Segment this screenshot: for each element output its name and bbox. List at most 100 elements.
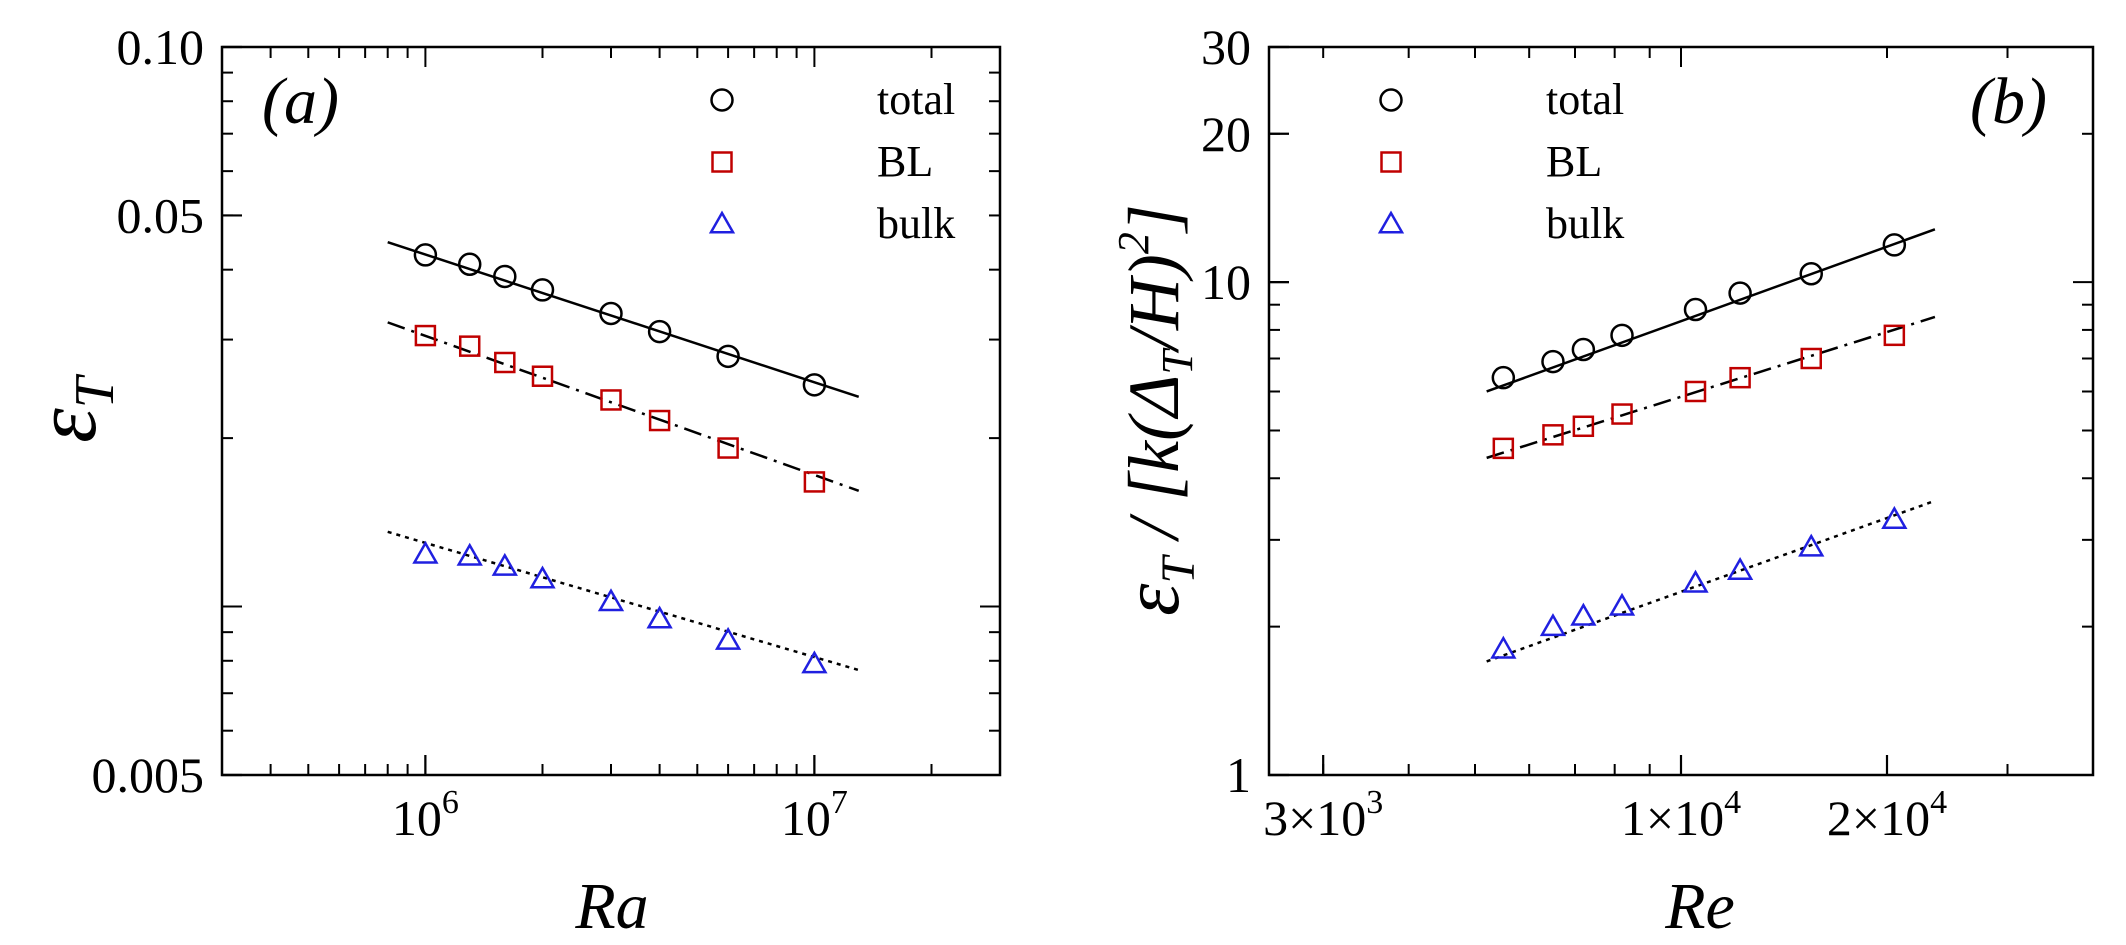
panel-b-y-label-tail: /H): [1114, 254, 1194, 354]
point-bulk: [1490, 635, 1517, 659]
point-bulk: [1608, 592, 1636, 616]
fit-line-total: [387, 240, 860, 399]
panel-b-y-label-main: ε: [1105, 583, 1196, 616]
panel-b-legend: total BL bulk: [1377, 75, 1624, 248]
point-bulk: [1539, 613, 1567, 637]
fit-line-total: [1486, 228, 1936, 393]
panel-b-legend-bl: BL: [1546, 137, 1602, 186]
panel-b-y-label-rest-sub: T: [1153, 347, 1202, 375]
point-bl: [1883, 324, 1906, 347]
panel-b-y-axis-label: εT / [k(ΔT/H)2]: [1105, 204, 1205, 616]
point-bl: [1800, 347, 1822, 370]
legend-marker-bulk: [1377, 210, 1405, 234]
point-total: [1799, 262, 1823, 286]
panel-a-y-axis-label: εT: [18, 373, 126, 443]
point-bulk: [1726, 556, 1754, 580]
point-bulk: [412, 540, 439, 564]
fit-line-bulk: [387, 530, 860, 672]
y-tick-label: 20: [1201, 106, 1251, 162]
panel-a-legend-bulk: bulk: [877, 199, 955, 248]
fit-line-bl: [387, 321, 860, 493]
x-tick-label: 3×103: [1263, 784, 1383, 846]
svg-text:εT / [k(ΔT/H)2]: εT / [k(ΔT/H)2]: [1105, 204, 1205, 616]
point-bulk: [456, 542, 483, 566]
x-tick-label: 107: [781, 784, 848, 846]
point-bl: [494, 351, 516, 374]
panel-b-legend-total: total: [1546, 75, 1624, 124]
panel-b-y-label-sup: 2: [1109, 232, 1158, 254]
point-bl: [1729, 366, 1751, 389]
panel-a-fit-lines: [387, 240, 860, 672]
point-bulk: [714, 626, 742, 650]
panel-b-y-label-sub: T: [1152, 554, 1205, 584]
point-bulk: [529, 565, 556, 589]
panel-a-x-axis-label: Ra: [574, 870, 648, 943]
point-total: [1683, 297, 1708, 322]
panel-a-minor-ticks: [221, 45, 1001, 777]
y-tick-label: 10: [1201, 254, 1251, 310]
point-bl: [1542, 424, 1564, 446]
panel-b-legend-bulk: bulk: [1546, 199, 1624, 248]
point-bl: [458, 335, 481, 357]
point-bl: [1684, 380, 1707, 403]
point-total: [1571, 337, 1596, 362]
point-bl: [1572, 415, 1595, 438]
fit-line-bl: [1486, 315, 1936, 460]
point-bulk: [597, 588, 625, 612]
panel-b-data-points: [1490, 233, 1908, 659]
y-tick-label: 0.05: [117, 187, 205, 243]
point-bl: [414, 324, 437, 347]
panel-a-y-label-main: ε: [18, 408, 115, 443]
point-bulk: [801, 650, 828, 674]
y-tick-label: 0.10: [117, 19, 205, 75]
point-bulk: [1881, 505, 1908, 529]
y-tick-label: 0.005: [92, 747, 205, 803]
panel-a-data-points: [412, 243, 828, 674]
panel-b-plot-frame: [1267, 45, 2095, 777]
point-bl: [1611, 403, 1633, 425]
panel-a-legend: total BL bulk: [708, 75, 955, 248]
legend-marker-bl: [711, 151, 733, 173]
legend-marker-bl: [1380, 151, 1402, 173]
point-bl: [531, 365, 554, 387]
point-total: [1610, 323, 1634, 348]
y-tick-label: 1: [1226, 747, 1251, 803]
point-bl: [1492, 437, 1515, 460]
x-tick-label: 2×104: [1827, 784, 1947, 846]
panel-b-y-label-rest: / [k(Δ: [1114, 375, 1194, 557]
point-total: [1728, 281, 1752, 305]
panel-a-label: (a): [262, 65, 339, 138]
y-tick-label: 30: [1201, 19, 1251, 75]
point-bl: [717, 437, 739, 459]
point-bulk: [1682, 569, 1709, 593]
point-total: [530, 278, 555, 302]
panel-b-label: (b): [1970, 65, 2047, 138]
panel-b-y-label-close: ]: [1114, 204, 1194, 234]
panel-b-y-tick-labels: 30 20 10 1: [1201, 19, 1251, 803]
point-bulk: [646, 605, 673, 629]
point-bl: [648, 409, 671, 432]
point-bl: [600, 389, 622, 411]
panel-b-x-axis-label: Re: [1664, 870, 1735, 943]
point-total: [1541, 349, 1565, 374]
point-bulk: [1570, 602, 1597, 626]
point-bulk: [491, 552, 518, 576]
panel-b-x-tick-labels: 3×103 1×104 2×104: [1263, 784, 1947, 846]
svg-text:εT: εT: [18, 373, 126, 443]
point-bl: [803, 471, 826, 493]
point-total: [599, 301, 623, 326]
legend-marker-total: [1379, 88, 1403, 112]
point-total: [802, 373, 827, 397]
point-total: [493, 264, 517, 289]
panel-b-minor-ticks: [1269, 45, 2094, 777]
point-bulk: [1798, 533, 1825, 557]
x-tick-label: 106: [392, 784, 459, 846]
fit-line-bulk: [1486, 499, 1936, 663]
point-total: [1491, 365, 1516, 390]
point-total: [457, 252, 482, 277]
point-total: [1882, 233, 1907, 257]
panel-a-y-label-sub: T: [64, 373, 126, 408]
panel-a-legend-bl: BL: [877, 137, 933, 186]
